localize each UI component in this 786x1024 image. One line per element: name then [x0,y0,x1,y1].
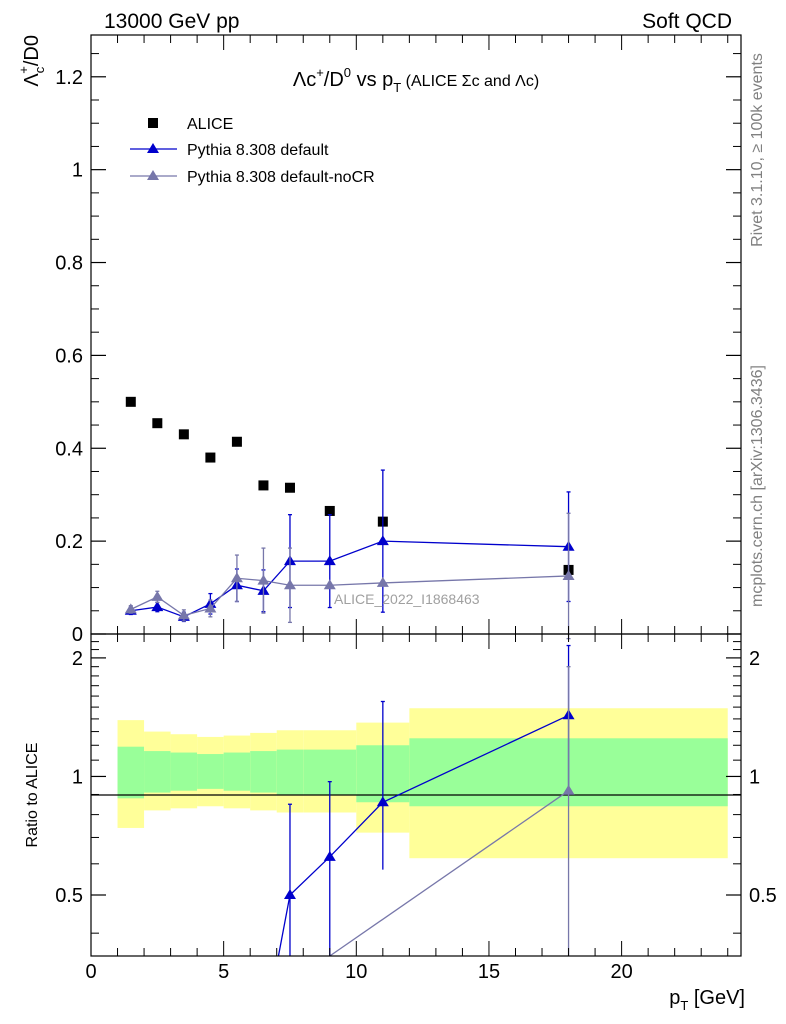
ratio-inner-band [250,751,277,793]
legend-entry-alice: ALICE [148,116,233,133]
ratio-plot-panel: 0.5 0.5 1 1 2 2 0 5 10 15 20 Ratio to ALICE pT [G… [24,633,777,1013]
ratio-y-tick-labels: 0.5 0.5 1 1 2 2 [55,648,777,907]
main-point-alice [284,482,295,493]
main-point-pythia-nocr [204,602,217,613]
main-y-tick-label: 0.4 [55,438,83,460]
header-energy: 13000 GeV pp [104,10,239,33]
main-point-pythia-default [376,535,389,546]
rivet-version-text: Rivet 3.1.10, ≥ 100k events [749,53,766,247]
legend-entry-pythia-nocr: Pythia 8.308 default-noCR [130,169,375,186]
header-process: Soft QCD [642,10,732,33]
ratio-data-layer [277,644,575,957]
ratio-point-pythia-default [283,888,296,899]
ratio-point-pythia-default [376,796,389,807]
main-y-tick-label: 0 [72,624,83,646]
main-y-axis-label: Λc+/D0 [16,35,47,87]
x-tick-label: 10 [345,961,367,983]
main-y-tick-label: 0.2 [55,531,83,553]
ratio-point-pythia-default [323,850,336,861]
main-axis-ticks [90,35,741,635]
ratio-y-tick-label: 0.5 [55,885,83,907]
main-point-alice [324,505,335,516]
legend-marker-alice [148,118,158,128]
main-point-alice [152,418,163,429]
main-y-tick-label: 1.2 [55,67,83,89]
legend: ALICE Pythia 8.308 default Pythia 8.308 … [130,116,375,186]
main-y-tick-labels: 0 0.2 0.4 0.6 0.8 1 1.2 [55,67,83,646]
ratio-y-axis-label: Ratio to ALICE [24,743,41,848]
legend-label-pythia-nocr: Pythia 8.308 default-noCR [187,169,375,186]
main-point-pythia-nocr [283,579,296,590]
analysis-id-annotation: ALICE_2022_I1868463 [334,591,480,607]
main-point-pythia-nocr [124,603,137,614]
ratio-inner-band [117,746,145,799]
ratio-y-tick-label: 2 [72,648,83,670]
main-point-alice [231,436,242,447]
ratio-y-tick-label-right: 1 [749,766,760,788]
main-point-pythia-nocr [151,590,164,601]
x-tick-label: 5 [218,961,229,983]
ratio-inner-band [223,752,251,791]
main-y-tick-label: 1 [72,160,83,182]
ratio-y-tick-label-right: 2 [749,648,760,670]
ratio-series-line-pythia-nocr [329,790,569,957]
main-point-pythia-nocr [257,574,270,585]
main-y-tick-label: 0.8 [55,253,83,275]
main-point-alice [205,452,216,463]
mcplots-credit-text: mcplots.cern.ch [arXiv:1306.3436] [749,365,766,607]
main-point-pythia-nocr [562,569,575,580]
ratio-y-tick-label-right: 0.5 [749,885,777,907]
legend-marker-pythia-default [147,143,159,153]
ratio-inner-band [197,754,224,789]
x-tick-label: 0 [85,961,96,983]
legend-label-alice: ALICE [187,116,233,133]
main-data-layer [124,396,575,640]
main-point-alice [178,429,189,440]
ratio-axis-ticks [90,634,741,956]
main-plot-panel: 0 0.2 0.4 0.6 0.8 1 1.2 Λc+/D0 vs pT (ALICE Σc… [16,34,742,646]
ratio-point-pythia-nocr [562,784,575,795]
main-series-line-pythia-default [130,540,569,618]
ratio-y-tick-label: 1 [72,766,83,788]
main-point-pythia-nocr [230,572,243,583]
x-tick-label: 20 [610,961,632,983]
x-tick-label: 15 [478,961,500,983]
ratio-plot-frame [90,633,742,957]
main-point-pythia-default [151,601,164,612]
ratio-inner-band [144,751,171,793]
ratio-inner-band [170,752,198,791]
main-point-pythia-nocr [376,576,389,587]
main-point-pythia-nocr [177,609,190,620]
main-point-alice [258,480,269,491]
ratio-inner-band [276,749,304,795]
main-y-tick-label: 0.6 [55,345,83,367]
x-axis-label: pT [GeV] [669,987,745,1013]
main-point-alice [125,396,136,407]
main-point-pythia-nocr [323,579,336,590]
ratio-x-tick-labels: 0 5 10 15 20 [85,961,632,983]
main-point-pythia-default [323,555,336,566]
main-title: Λc+/D0 vs pT (ALICE Σc and Λc) [293,65,539,95]
legend-entry-pythia-default: Pythia 8.308 default [130,142,329,159]
legend-marker-pythia-nocr [147,170,159,180]
legend-label-pythia-default: Pythia 8.308 default [187,142,329,159]
main-series-line-pythia-nocr [130,575,569,617]
